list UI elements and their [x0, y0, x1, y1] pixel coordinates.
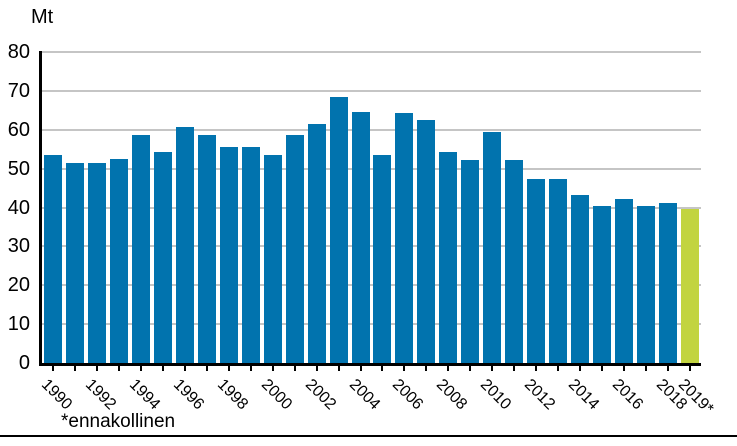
- x-tick-2010: [491, 366, 494, 371]
- x-tick-1999: [249, 366, 252, 371]
- x-tick-1993: [117, 366, 120, 371]
- gridline-20: [42, 284, 701, 287]
- x-tick-2015: [601, 366, 604, 371]
- x-tick-2014: [579, 366, 582, 371]
- x-tick-1998: [227, 366, 230, 371]
- x-tick-2013: [557, 366, 560, 371]
- x-tick-2009: [469, 366, 472, 371]
- y-axis-unit-label: Mt: [31, 6, 54, 28]
- x-tick-label-1990: 1990: [37, 376, 76, 414]
- footnote: *ennakollinen: [61, 411, 176, 432]
- x-tick-2006: [403, 366, 406, 371]
- bar-2005: [373, 155, 392, 363]
- gridline-60: [42, 128, 701, 131]
- bar-2007: [417, 120, 436, 363]
- bar-2006: [395, 112, 414, 363]
- bar-1999: [241, 146, 260, 363]
- bar-1993: [109, 159, 128, 363]
- x-tick-1996: [183, 366, 186, 371]
- bar-2012: [527, 179, 546, 363]
- y-tick-label-70: 70: [7, 79, 30, 102]
- bar-1994: [131, 135, 150, 363]
- x-tick-1991: [73, 366, 76, 371]
- gridline-30: [42, 245, 701, 248]
- x-tick-2002: [315, 366, 318, 371]
- bar-1995: [153, 151, 172, 363]
- x-tick-label-2002: 2002: [301, 376, 339, 414]
- bar-1998: [219, 146, 238, 363]
- bar-2009: [461, 160, 480, 363]
- bar-2017: [637, 205, 656, 363]
- x-tick-label-2014: 2014: [565, 376, 603, 414]
- x-tick-2003: [337, 366, 340, 371]
- bar-1992: [87, 162, 106, 363]
- gridline-50: [42, 167, 701, 170]
- x-tick-2016: [623, 366, 626, 371]
- bar-2008: [439, 151, 458, 363]
- x-tick-2018: [667, 366, 670, 371]
- y-tick-label-0: 0: [18, 352, 30, 374]
- x-tick-2011: [513, 366, 516, 371]
- x-tick-1990: [51, 366, 54, 371]
- bar-2018: [659, 203, 678, 363]
- x-tick-1992: [95, 366, 98, 371]
- bar-1997: [197, 135, 216, 363]
- x-tick-2000: [271, 366, 274, 371]
- x-tick-label-1996: 1996: [169, 376, 207, 414]
- x-tick-label-2010: 2010: [477, 376, 515, 414]
- bar-2019: [681, 209, 700, 363]
- bar-1991: [65, 162, 84, 363]
- y-tick-label-20: 20: [7, 274, 30, 297]
- bar-2010: [483, 132, 502, 363]
- x-tick-2019: [689, 366, 692, 371]
- gridline-80: [42, 51, 701, 53]
- y-tick-label-40: 40: [7, 196, 30, 219]
- y-tick-label-50: 50: [7, 157, 30, 180]
- gridline-70: [42, 89, 701, 92]
- x-tick-2008: [447, 366, 450, 371]
- x-tick-2017: [645, 366, 648, 371]
- x-tick-label-1994: 1994: [125, 376, 164, 414]
- x-tick-2005: [381, 366, 384, 371]
- y-axis-line: [39, 51, 42, 366]
- x-tick-2012: [535, 366, 538, 371]
- x-tick-2007: [425, 366, 428, 371]
- bar-2013: [549, 178, 568, 363]
- x-tick-label-2000: 2000: [257, 376, 295, 414]
- bar-2014: [571, 194, 590, 363]
- bar-2003: [329, 97, 348, 363]
- x-tick-label-1998: 1998: [213, 376, 251, 414]
- bar-2004: [351, 111, 370, 363]
- bar-2015: [593, 205, 612, 363]
- x-tick-label-2004: 2004: [345, 376, 383, 414]
- bar-2011: [505, 160, 524, 363]
- bottom-divider: [0, 435, 737, 437]
- bar-2016: [615, 199, 634, 363]
- y-tick-label-30: 30: [7, 235, 30, 258]
- bar-2001: [285, 135, 304, 363]
- x-tick-label-2008: 2008: [433, 376, 471, 414]
- bar-2000: [263, 155, 282, 363]
- bar-1996: [175, 127, 194, 363]
- x-tick-1995: [161, 366, 164, 371]
- x-tick-2001: [293, 366, 296, 371]
- plot-area: [42, 51, 701, 363]
- y-tick-label-80: 80: [7, 41, 30, 63]
- x-tick-label-2006: 2006: [389, 376, 427, 414]
- y-tick-label-60: 60: [7, 118, 30, 141]
- x-tick-1994: [139, 366, 142, 371]
- x-tick-1997: [205, 366, 208, 371]
- gridline-40: [42, 206, 701, 209]
- gridline-10: [42, 323, 701, 326]
- bar-1990: [43, 155, 62, 363]
- bar-2002: [307, 124, 326, 363]
- x-axis-line: [39, 363, 701, 366]
- x-tick-label-2012: 2012: [521, 376, 559, 414]
- y-tick-label-10: 10: [7, 313, 30, 336]
- x-tick-2004: [359, 366, 362, 371]
- x-tick-label-1992: 1992: [81, 376, 120, 414]
- x-tick-label-2016: 2016: [609, 376, 647, 414]
